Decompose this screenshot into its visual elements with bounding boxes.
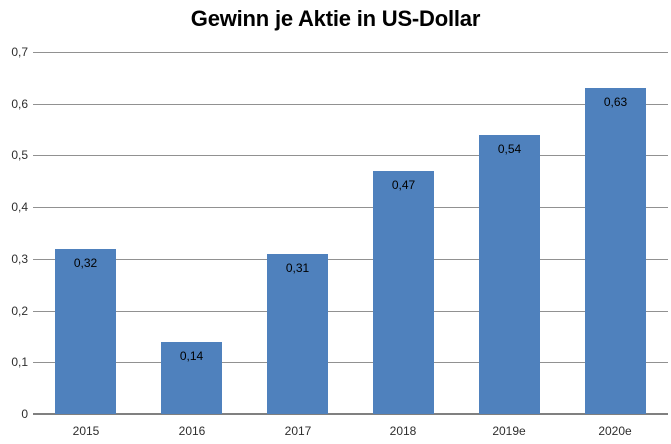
- bar-2019e: 0,54: [479, 135, 540, 414]
- gridline: [33, 52, 668, 53]
- bar-2015: 0,32: [55, 249, 116, 414]
- bar-2016: 0,14: [161, 342, 222, 414]
- gridline: [33, 362, 668, 363]
- y-tick-label: 0,7: [11, 45, 28, 59]
- y-tick-label: 0,3: [11, 252, 28, 266]
- x-category-label: 2018: [389, 424, 417, 438]
- y-tick-label: 0,1: [11, 355, 28, 369]
- y-tick-label: 0,5: [11, 148, 28, 162]
- x-category-label: 2017: [284, 424, 312, 438]
- y-tick-label: 0,2: [11, 304, 28, 318]
- x-category-label: 2016: [178, 424, 206, 438]
- x-category-label: 2015: [72, 424, 100, 438]
- gridline: [33, 259, 668, 260]
- y-tick-label: 0: [21, 407, 28, 421]
- bar-value-label: 0,54: [497, 142, 522, 156]
- bar-value-label: 0,32: [73, 256, 98, 270]
- y-tick-label: 0,4: [11, 200, 28, 214]
- bar-value-label: 0,31: [285, 261, 310, 275]
- bar-2018: 0,47: [373, 171, 434, 414]
- gridline: [33, 155, 668, 156]
- x-axis-line: [33, 413, 668, 415]
- gridline: [33, 104, 668, 105]
- bar-2020e: 0,63: [585, 88, 646, 414]
- chart-title: Gewinn je Aktie in US-Dollar: [190, 6, 481, 31]
- bar-value-label: 0,14: [179, 349, 204, 363]
- bar-value-label: 0,63: [603, 95, 628, 109]
- bar-2017: 0,31: [267, 254, 328, 414]
- gridline: [33, 311, 668, 312]
- x-category-label: 2019e: [492, 424, 526, 438]
- x-category-label: 2020e: [598, 424, 632, 438]
- y-tick-label: 0,6: [11, 97, 28, 111]
- gridline: [33, 207, 668, 208]
- bar-value-label: 0,47: [391, 178, 416, 192]
